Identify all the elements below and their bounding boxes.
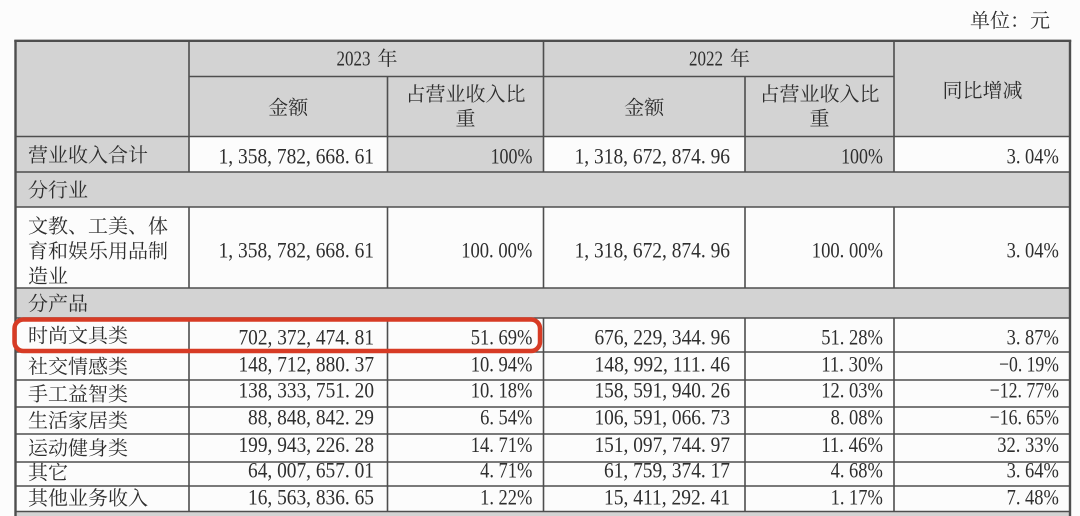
svg-text:14. 71%: 14. 71%	[471, 432, 533, 457]
svg-text:51. 28%: 51. 28%	[821, 325, 883, 350]
svg-text:7. 48%: 7. 48%	[1007, 485, 1059, 510]
svg-text:151, 097, 744. 97: 151, 097, 744. 97	[595, 432, 731, 457]
svg-text:2022: 2022	[689, 47, 723, 71]
svg-text:158, 591, 940. 26: 158, 591, 940. 26	[595, 378, 731, 403]
svg-text:8. 08%: 8. 08%	[831, 405, 883, 430]
svg-text:4. 71%: 4. 71%	[480, 458, 532, 483]
svg-text:61, 759, 374. 17: 61, 759, 374. 17	[604, 458, 730, 483]
svg-text:10. 18%: 10. 18%	[471, 378, 533, 403]
svg-text:199, 943, 226. 28: 199, 943, 226. 28	[239, 432, 375, 457]
svg-text:−0. 19%: −0. 19%	[999, 352, 1059, 377]
svg-text:1. 17%: 1. 17%	[831, 485, 883, 510]
svg-text:106, 591, 066. 73: 106, 591, 066. 73	[595, 405, 731, 430]
svg-text:51. 69%: 51. 69%	[471, 325, 533, 350]
svg-text:148, 712, 880. 37: 148, 712, 880. 37	[239, 352, 375, 377]
svg-text:100. 00%: 100. 00%	[461, 238, 532, 263]
svg-text:1, 318, 672, 874. 96: 1, 318, 672, 874. 96	[575, 238, 730, 263]
svg-text:676, 229, 344. 96: 676, 229, 344. 96	[595, 325, 731, 350]
svg-text:1, 358, 782, 668. 61: 1, 358, 782, 668. 61	[219, 238, 374, 263]
svg-text:3. 87%: 3. 87%	[1007, 325, 1059, 350]
svg-text:148, 992, 111. 46: 148, 992, 111. 46	[595, 352, 731, 377]
svg-text:100%: 100%	[841, 144, 883, 169]
svg-text:3. 04%: 3. 04%	[1007, 144, 1059, 169]
svg-text:16, 563, 836. 65: 16, 563, 836. 65	[248, 485, 374, 510]
svg-text:100%: 100%	[491, 144, 533, 169]
svg-text:64, 007, 657. 01: 64, 007, 657. 01	[248, 458, 374, 483]
svg-text:2023: 2023	[337, 47, 371, 71]
svg-text:3. 64%: 3. 64%	[1007, 458, 1059, 483]
svg-text:10. 94%: 10. 94%	[471, 352, 533, 377]
svg-text:11. 46%: 11. 46%	[821, 432, 883, 457]
svg-text:138, 333, 751. 20: 138, 333, 751. 20	[239, 378, 375, 403]
svg-text:4. 68%: 4. 68%	[831, 458, 883, 483]
svg-text:1, 358, 782, 668. 61: 1, 358, 782, 668. 61	[219, 144, 374, 169]
svg-text:32. 33%: 32. 33%	[997, 432, 1059, 457]
svg-text:15, 411, 292. 41: 15, 411, 292. 41	[604, 485, 730, 510]
svg-text:702, 372, 474. 81: 702, 372, 474. 81	[239, 325, 375, 350]
svg-text:1. 22%: 1. 22%	[480, 485, 532, 510]
svg-text:11. 30%: 11. 30%	[821, 352, 883, 377]
svg-text:−16. 65%: −16. 65%	[990, 405, 1059, 430]
svg-text:6. 54%: 6. 54%	[480, 405, 532, 430]
svg-text:−12. 77%: −12. 77%	[990, 378, 1059, 403]
svg-text:3. 04%: 3. 04%	[1007, 238, 1059, 263]
svg-text:12. 03%: 12. 03%	[821, 378, 883, 403]
svg-text:100. 00%: 100. 00%	[812, 238, 883, 263]
svg-text:1, 318, 672, 874. 96: 1, 318, 672, 874. 96	[575, 144, 730, 169]
svg-text:88, 848, 842. 29: 88, 848, 842. 29	[248, 405, 374, 430]
